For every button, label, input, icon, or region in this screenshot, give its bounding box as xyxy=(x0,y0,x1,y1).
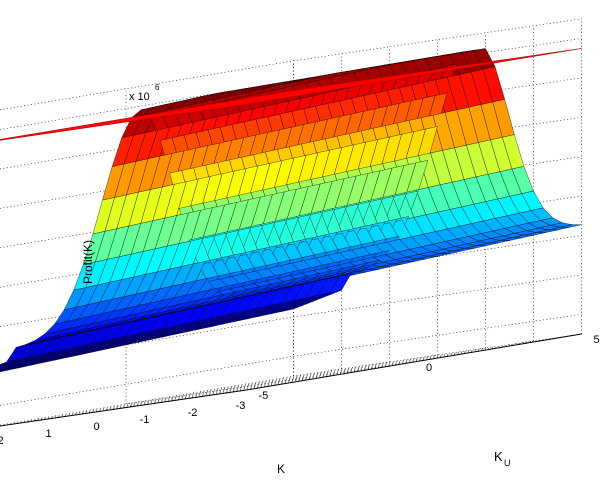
x-tick-label: 2 xyxy=(0,435,4,447)
z-exponent: 6 xyxy=(155,83,160,92)
grid-line xyxy=(54,361,390,419)
y-axis-label-subscript: U xyxy=(504,458,511,468)
surface-patch xyxy=(0,367,2,369)
grid-line xyxy=(0,356,294,406)
x-axis-label: K xyxy=(277,462,285,476)
y-axis-label: K xyxy=(494,449,503,464)
x-tick-label: 1 xyxy=(45,428,51,440)
surface-patch xyxy=(0,369,5,372)
grid-line xyxy=(0,237,294,288)
grid-line xyxy=(0,119,294,170)
grid-line xyxy=(102,354,438,412)
plane-surface xyxy=(0,48,582,141)
z-exponent-prefix: x 10 xyxy=(129,91,150,103)
y-tick-label: 0 xyxy=(426,362,432,374)
grid-line xyxy=(0,60,294,111)
reference-plane xyxy=(0,48,582,141)
grid-line xyxy=(198,340,534,398)
tick-labels: 420-2-4-6-8-103210-1-2-350-5 xyxy=(0,334,600,447)
z-axis-label: Profit(K) xyxy=(81,240,95,284)
grid-line xyxy=(150,347,486,405)
x-tick-label: -3 xyxy=(236,400,246,412)
grid-line xyxy=(0,375,294,426)
grid-line xyxy=(0,159,294,209)
y-tick-label: -5 xyxy=(259,390,269,402)
axes-box xyxy=(0,333,582,427)
x-axis-line xyxy=(0,389,247,427)
surface-patch xyxy=(0,363,9,367)
surface-patch xyxy=(0,364,12,369)
profit-surface xyxy=(0,48,582,373)
x-tick-label: -2 xyxy=(188,407,198,419)
x-tick-label: 0 xyxy=(93,421,99,433)
grid-line xyxy=(0,80,294,130)
y-axis-line xyxy=(246,333,582,391)
y-tick-label: 5 xyxy=(594,334,600,346)
grid-line xyxy=(0,198,294,249)
grid-line xyxy=(0,277,294,327)
grid-line xyxy=(6,368,342,426)
x-tick-label: -1 xyxy=(140,414,150,426)
